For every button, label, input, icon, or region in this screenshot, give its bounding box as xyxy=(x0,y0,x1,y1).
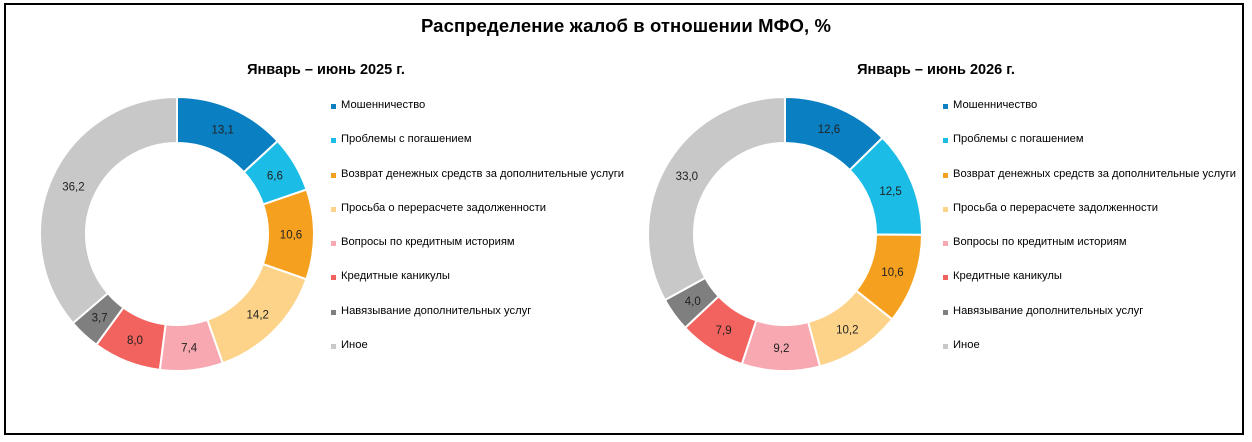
legend-label: Кредитные каникулы xyxy=(953,270,1062,283)
legend-label: Иное xyxy=(341,339,368,352)
slice-value-label: 9,2 xyxy=(773,343,789,355)
legend-swatch xyxy=(943,344,948,350)
legend-swatch xyxy=(331,138,336,144)
legend-item: Просьба о перерасчете задолженности xyxy=(331,202,631,236)
legend-label: Просьба о перерасчете задолженности xyxy=(953,201,1158,214)
legend-swatch xyxy=(943,172,948,178)
slice-value-label: 7,9 xyxy=(716,325,732,337)
legend-item: Проблемы с погашением xyxy=(943,133,1243,167)
legend-swatch xyxy=(943,206,948,212)
legend-swatch xyxy=(331,241,336,247)
legend-item: Проблемы с погашением xyxy=(331,133,631,167)
donut-chart-2026: 12,6 12,5 10,6 10,2 9,2 7,9 4,0 33,0 xyxy=(647,95,924,372)
legend-swatch xyxy=(331,309,336,315)
slice-value-label: 36,2 xyxy=(62,181,84,193)
legend-swatch xyxy=(331,172,336,178)
legend-item: Вопросы по кредитным историям xyxy=(943,236,1243,270)
slice-value-label: 10,2 xyxy=(836,324,858,336)
slice-value-label: 7,4 xyxy=(181,342,198,354)
legend-swatch xyxy=(331,344,336,350)
slice-value-label: 33,0 xyxy=(676,171,698,183)
legend-item: Кредитные каникулы xyxy=(943,270,1243,304)
legend-label: Проблемы с погашением xyxy=(953,133,1084,146)
slice-value-label: 12,6 xyxy=(818,124,840,136)
legend-swatch xyxy=(331,206,336,212)
legend-item: Мошенничество xyxy=(943,99,1243,133)
legend-item: Возврат денежных средств за дополнительн… xyxy=(943,168,1243,202)
legend-label: Кредитные каникулы xyxy=(341,270,450,283)
legend-item: Просьба о перерасчете задолженности xyxy=(943,202,1243,236)
donut-chart-2025: 13,1 6,6 10,6 14,2 7,4 8,0 3,7 36,2 xyxy=(39,95,315,372)
legend-swatch xyxy=(943,138,948,144)
legend-label: Возврат денежных средств за дополнительн… xyxy=(341,167,625,180)
slice-value-label: 12,5 xyxy=(879,186,901,198)
slice-value-label: 3,7 xyxy=(92,313,108,325)
legend-swatch xyxy=(943,241,948,247)
legend-item: Иное xyxy=(943,339,1243,373)
legend-item: Навязывание дополнительных услуг xyxy=(331,305,631,339)
donut-slice xyxy=(39,95,178,325)
legend-label: Навязывание дополнительных услуг xyxy=(341,304,532,317)
legend-label: Проблемы с погашением xyxy=(341,133,472,146)
legend-swatch xyxy=(943,309,948,315)
slice-value-label: 4,0 xyxy=(685,296,701,308)
legend-label: Вопросы по кредитным историям xyxy=(341,236,515,249)
figure-title: Распределение жалоб в отношении МФО, % xyxy=(420,15,832,36)
slice-value-label: 14,2 xyxy=(247,309,269,321)
legend-item: Навязывание дополнительных услуг xyxy=(943,305,1243,339)
legend-2026: Мошенничество Проблемы с погашением Возвра… xyxy=(943,99,1243,373)
donut-slice xyxy=(647,95,786,302)
figure-frame: Распределение жалоб в отношении МФО, % Я… xyxy=(4,3,1244,435)
legend-label: Навязывание дополнительных услуг xyxy=(953,304,1144,317)
chart-panel-2026: Январь – июнь 2026 г. 12,6 12,5 10,6 10,2 9,… xyxy=(616,5,1236,435)
chart-panel-2025: Январь – июнь 2025 г. 13,1 6,6 10,6 14,2 7,4… xyxy=(6,5,624,435)
legend-label: Мошенничество xyxy=(953,99,1038,111)
legend-item: Иное xyxy=(331,339,631,373)
legend-item: Вопросы по кредитным историям xyxy=(331,236,631,270)
legend-item: Кредитные каникулы xyxy=(331,270,631,304)
legend-swatch xyxy=(331,275,336,281)
slice-value-label: 6,6 xyxy=(267,171,283,183)
chart-title-2026: Январь – июнь 2026 г. xyxy=(857,62,1015,78)
chart-title-2025: Январь – июнь 2025 г. xyxy=(247,62,405,78)
legend-item: Мошенничество xyxy=(331,99,631,133)
legend-2025: Мошенничество Проблемы с погашением Возвра… xyxy=(331,99,631,373)
legend-label: Мошенничество xyxy=(341,99,426,111)
legend-label: Вопросы по кредитным историям xyxy=(953,236,1127,249)
legend-swatch xyxy=(943,104,948,109)
legend-label: Иное xyxy=(953,339,980,352)
legend-item: Возврат денежных средств за дополнительн… xyxy=(331,168,631,202)
legend-label: Возврат денежных средств за дополнительн… xyxy=(953,167,1237,180)
slice-value-label: 10,6 xyxy=(280,229,302,241)
slice-value-label: 10,6 xyxy=(881,267,903,279)
legend-label: Просьба о перерасчете задолженности xyxy=(341,201,546,214)
slice-value-label: 13,1 xyxy=(211,125,233,137)
legend-swatch xyxy=(943,275,948,281)
slice-value-label: 8,0 xyxy=(127,335,143,347)
legend-swatch xyxy=(331,104,336,109)
